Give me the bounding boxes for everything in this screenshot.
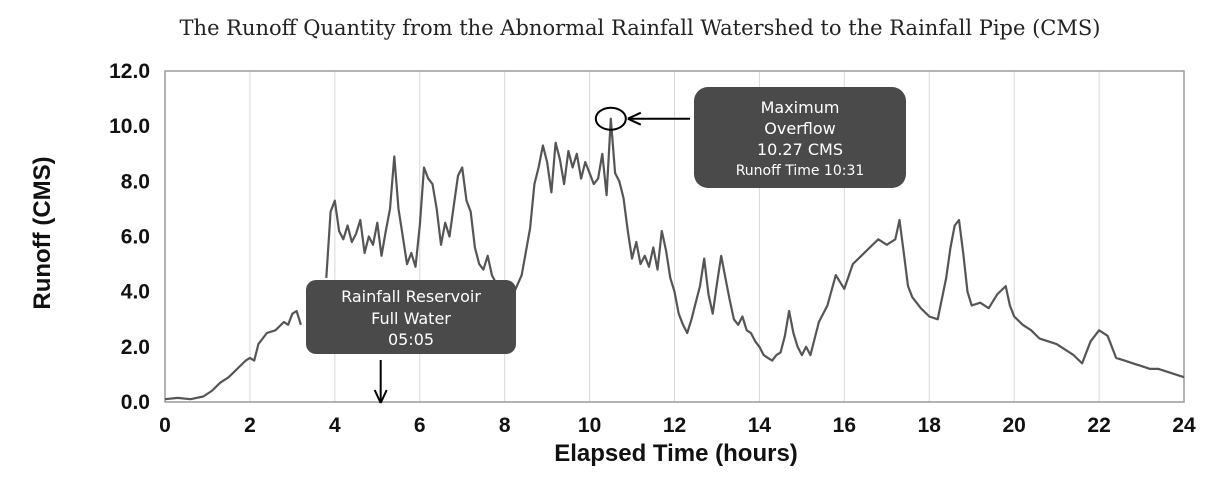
series-line: [503, 117, 1185, 379]
y-axis-label: Runoff (CMS): [29, 156, 56, 309]
max-arrow-head: [627, 111, 642, 126]
x-tick-label: 4: [329, 414, 341, 437]
x-tick-label: 8: [499, 414, 511, 437]
y-tick-labels: 0.0 2.0 4.0 6.0 8.0 10.0 12.0: [109, 60, 150, 414]
reservoir-callout-line: Full Water: [371, 309, 451, 328]
chart-title: The Runoff Quantity from the Abnormal Ra…: [180, 16, 1101, 40]
x-tick-label: 22: [1087, 414, 1110, 437]
x-tick-label: 6: [414, 414, 426, 437]
y-tick-label: 10.0: [109, 115, 150, 138]
y-tick-label: 4.0: [121, 281, 150, 304]
x-tick-label: 12: [663, 414, 686, 437]
y-tick-label: 0.0: [121, 391, 150, 414]
x-tick-label: 2: [244, 414, 256, 437]
max-callout-line: Overflow: [764, 119, 835, 138]
x-tick-label: 24: [1172, 414, 1196, 437]
x-tick-label: 10: [578, 414, 601, 437]
series-line: [164, 309, 302, 401]
annotations: Maximum Overflow 10.27 CMS Runoff Time 10:3…: [306, 87, 906, 404]
reservoir-callout: Rainfall Reservoir Full Water 05:05: [306, 280, 516, 404]
x-axis-label: Elapsed Time (hours): [554, 440, 798, 467]
max-point-marker: [594, 106, 627, 131]
max-callout-line: Maximum: [761, 98, 840, 117]
x-tick-label: 0: [159, 414, 171, 437]
reservoir-callout-box: [306, 280, 516, 354]
max-callout-line: 10.27 CMS: [757, 140, 843, 159]
reservoir-arrow-head: [373, 389, 388, 404]
max-overflow-callout: Maximum Overflow 10.27 CMS Runoff Time 10:3…: [594, 87, 906, 188]
reservoir-callout-line: 05:05: [388, 330, 434, 349]
max-callout-line: Runoff Time 10:31: [736, 163, 865, 179]
series-lines: [164, 117, 1185, 401]
y-tick-label: 6.0: [121, 226, 150, 249]
x-tick-label: 14: [748, 414, 772, 437]
series-line: [325, 155, 498, 284]
plot-frame: [164, 70, 1185, 403]
y-tick-label: 8.0: [121, 170, 150, 193]
x-tick-label: 18: [918, 414, 942, 437]
reservoir-callout-line: Rainfall Reservoir: [341, 287, 481, 306]
y-tick-label: 12.0: [109, 60, 150, 83]
x-tick-label: 16: [833, 414, 856, 437]
y-tick-label: 2.0: [121, 336, 150, 359]
max-callout-box: [694, 87, 906, 188]
x-tick-labels: 0 2 4 6 8 10 12 14 16 18 20 22 24: [159, 414, 1196, 437]
x-tick-label: 20: [1002, 414, 1025, 437]
